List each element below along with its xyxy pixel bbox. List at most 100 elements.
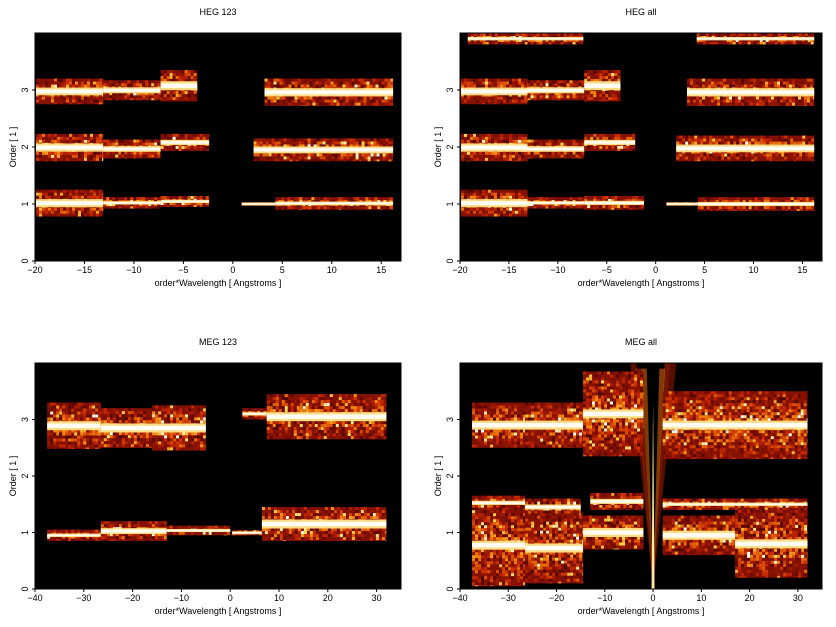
y-tick-label: 0 — [20, 258, 30, 263]
band-segment — [527, 80, 585, 101]
band-segment — [686, 78, 815, 106]
x-tick-label: 20 — [323, 593, 333, 603]
x-tick-label: 30 — [372, 593, 382, 603]
x-tick-label: −10 — [126, 265, 141, 275]
band-segment — [261, 507, 387, 541]
band-segment — [35, 189, 104, 217]
x-axis: −20 −15 −10 −5 0 5 10 15 order*Wavelength [ Angs… — [27, 261, 386, 288]
x-tick-label: 0 — [651, 593, 656, 603]
band-segment — [525, 498, 581, 516]
x-tick-label: 20 — [745, 593, 755, 603]
x-tick-label: −20 — [125, 593, 140, 603]
band-segment — [472, 495, 526, 510]
band-segment — [525, 402, 584, 448]
x-axis: −20 −15 −10 −5 0 5 10 15 order*Wavelength [ Angs… — [452, 261, 807, 288]
x-tick-label: 0 — [230, 265, 235, 275]
band-segment — [103, 197, 161, 209]
band-segment — [662, 515, 736, 556]
chart-title: MEG all — [625, 337, 657, 347]
y-axis-label: Order [ 1 ] — [8, 127, 18, 168]
y-tick-label: 3 — [445, 87, 455, 92]
y-tick-label: 3 — [20, 417, 30, 422]
band-segment — [152, 405, 206, 451]
y-axis: 0 1 2 3 Order [ 1 ] — [433, 87, 460, 264]
y-tick-label: 2 — [20, 473, 30, 478]
fan-wedge — [641, 368, 654, 589]
x-axis: −40 −30 −20 −10 0 10 20 30 order*Wavelength [ An… — [27, 589, 382, 616]
band-segment — [676, 135, 815, 162]
x-tick-label: 30 — [793, 593, 803, 603]
x-tick-label: 5 — [702, 265, 707, 275]
band-segment — [583, 371, 644, 457]
band-segment — [160, 70, 198, 102]
y-axis-label: Order [ 1 ] — [8, 456, 18, 497]
x-tick-label: −30 — [501, 593, 516, 603]
x-tick-label: −20 — [452, 265, 467, 275]
band-segment — [264, 78, 394, 106]
band-segment — [662, 498, 808, 510]
x-tick-label: 10 — [749, 265, 759, 275]
order-band-1 — [35, 189, 394, 217]
fan-wedge — [653, 363, 671, 589]
band-segment — [583, 515, 644, 550]
x-tick-label: 5 — [280, 265, 285, 275]
chart-title: HEG 123 — [199, 7, 236, 17]
heatmap-content — [47, 394, 387, 541]
x-tick-label: 0 — [228, 593, 233, 603]
heatmap-content — [35, 70, 394, 217]
chart-title: MEG 123 — [199, 337, 237, 347]
order-band-1 — [472, 504, 808, 587]
y-tick-label: 1 — [445, 530, 455, 535]
chart-title: HEG all — [625, 7, 656, 17]
band-segment — [35, 133, 104, 162]
x-tick-label: −30 — [76, 593, 91, 603]
y-axis: 0 1 2 3 Order [ 1 ] — [433, 417, 460, 592]
order-band-1 — [47, 507, 387, 541]
band-segment — [472, 504, 526, 587]
band-segment — [100, 521, 167, 541]
y-axis-label: Order [ 1 ] — [433, 127, 443, 168]
band-segment — [527, 197, 585, 209]
x-tick-label: −20 — [27, 265, 42, 275]
order-band-3 — [460, 70, 815, 106]
x-tick-label: −5 — [178, 265, 188, 275]
x-axis-label: order*Wavelength [ Angstroms ] — [578, 606, 705, 616]
y-tick-label: 1 — [20, 201, 30, 206]
y-tick-label: 2 — [445, 144, 455, 149]
band-segment — [735, 509, 808, 578]
y-axis-label: Order [ 1 ] — [433, 456, 443, 497]
order-band-2 — [472, 492, 808, 516]
band-segment — [460, 189, 528, 217]
y-tick-label: 0 — [445, 258, 455, 263]
band-segment — [584, 196, 644, 210]
band-segment — [666, 202, 698, 206]
band-segment — [266, 394, 387, 440]
band-segment — [584, 70, 621, 102]
band-segment — [662, 391, 808, 460]
fan-core — [651, 402, 655, 589]
x-tick-label: 10 — [696, 593, 706, 603]
band-segment — [242, 408, 267, 420]
fan-wedge — [653, 363, 677, 589]
band-segment — [166, 525, 231, 536]
order-band-1 — [460, 189, 815, 217]
y-axis: 0 1 2 3 Order [ 1 ] — [8, 417, 35, 592]
heatmap-content — [460, 33, 815, 217]
x-tick-label: −20 — [549, 593, 564, 603]
band-segment — [696, 33, 815, 45]
band-segment — [35, 78, 104, 105]
x-tick-label: −10 — [174, 593, 189, 603]
y-tick-label: 0 — [445, 586, 455, 591]
band-segment — [103, 139, 161, 159]
order-band-2 — [460, 133, 815, 162]
band-segment — [160, 133, 210, 151]
y-tick-label: 2 — [445, 473, 455, 478]
band-segment — [472, 402, 526, 448]
x-axis-label: order*Wavelength [ Angstroms ] — [155, 606, 282, 616]
heatmap-content — [472, 363, 808, 589]
y-tick-label: 2 — [20, 144, 30, 149]
